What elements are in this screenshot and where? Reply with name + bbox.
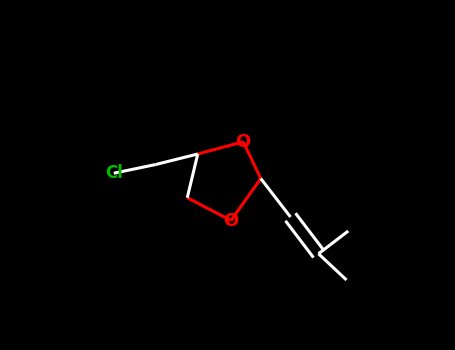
Text: O: O [236, 133, 251, 151]
Text: Cl: Cl [105, 164, 123, 182]
Text: O: O [223, 211, 238, 230]
